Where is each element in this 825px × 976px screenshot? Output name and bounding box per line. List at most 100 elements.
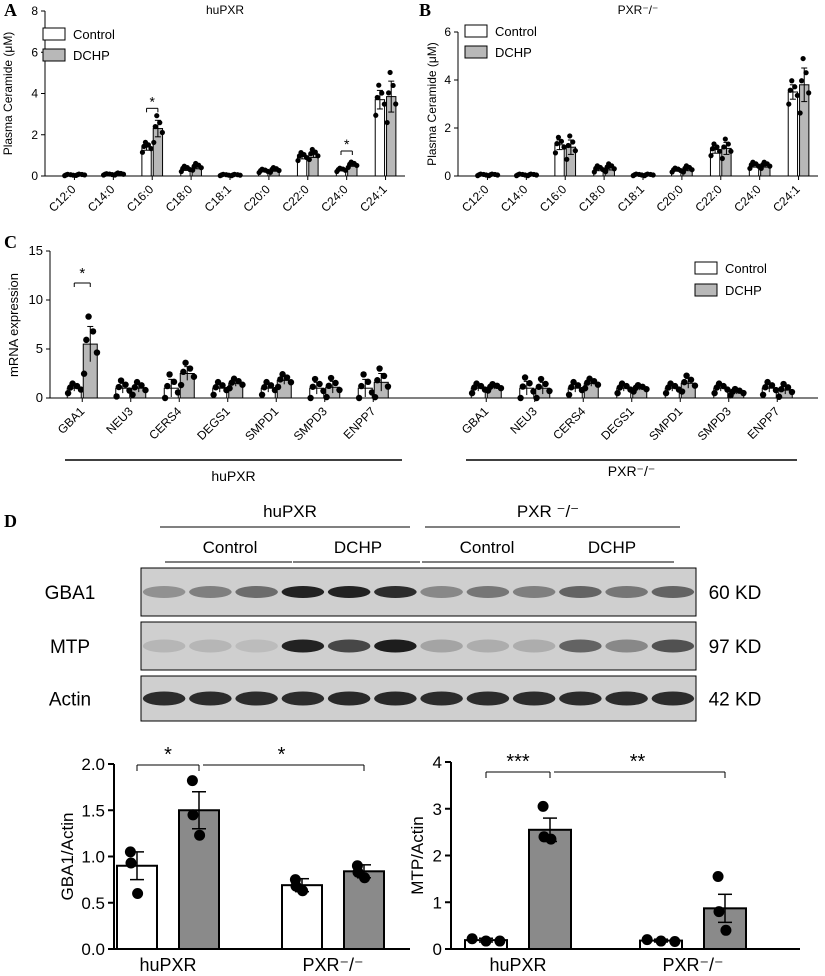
data-point	[683, 372, 690, 379]
data-point	[787, 87, 793, 93]
data-point	[138, 382, 145, 389]
data-point	[320, 387, 327, 395]
panel-c: C 0 5 10 15 mRNA expression GBA1 * NEU3 CERS4 DEGS…	[4, 232, 818, 484]
data-point	[671, 167, 677, 173]
data-point	[712, 871, 724, 883]
data-point	[151, 139, 157, 146]
data-point	[641, 934, 653, 946]
data-point	[308, 151, 314, 157]
blot-band	[235, 691, 278, 706]
legend-swatch	[694, 283, 718, 297]
data-point	[764, 378, 771, 386]
data-point	[643, 385, 650, 393]
blot-group-label: PXR ⁻/⁻	[517, 502, 579, 521]
data-point	[325, 382, 333, 390]
legend-label: DCHP	[725, 283, 762, 298]
blot-band	[559, 691, 602, 706]
bar-control	[374, 99, 386, 177]
data-point	[558, 138, 565, 144]
data-point	[198, 165, 204, 171]
bar-dchp	[528, 828, 572, 950]
data-point	[295, 157, 301, 164]
x-tick-label: C22:0	[279, 182, 312, 215]
group-label: PXR⁻/⁻	[608, 463, 655, 479]
data-point	[214, 378, 222, 386]
x-tick-label: ENPP7	[341, 404, 379, 442]
data-point	[359, 872, 371, 884]
data-point	[719, 155, 725, 162]
blot-band	[466, 639, 510, 653]
data-point	[309, 383, 317, 390]
data-point	[806, 90, 812, 96]
data-point	[681, 378, 688, 386]
data-point	[287, 379, 295, 386]
data-point	[277, 376, 284, 383]
data-point	[309, 146, 315, 153]
y-tick-label: 0	[31, 169, 38, 183]
data-point	[724, 386, 731, 393]
data-point	[159, 129, 165, 136]
data-point	[778, 386, 785, 393]
data-point	[186, 775, 198, 787]
y-tick-label: 1.0	[81, 848, 105, 867]
bar-dchp	[343, 870, 385, 950]
blot-band	[559, 639, 602, 653]
y-tick-label: 2	[31, 128, 38, 142]
data-point	[772, 386, 780, 394]
blot-protein-label: Actin	[49, 690, 91, 711]
data-point	[177, 381, 185, 389]
blot-size-label: 97 KD	[709, 637, 762, 658]
data-point	[797, 110, 803, 116]
data-point	[219, 172, 225, 178]
significance-star: ***	[506, 751, 530, 773]
data-point	[494, 935, 506, 947]
y-tick-label: 4	[444, 73, 451, 87]
data-point	[614, 389, 621, 397]
data-point	[85, 313, 92, 320]
data-point	[533, 394, 540, 402]
data-point	[713, 906, 725, 918]
x-tick-label: C18:1	[615, 182, 648, 215]
data-point	[166, 371, 173, 378]
blot-size-label: 60 KD	[709, 583, 762, 604]
data-point	[129, 391, 136, 398]
x-tick-label: C16:0	[124, 182, 157, 215]
legend-label: Control	[725, 261, 767, 276]
data-point	[565, 142, 571, 149]
x-tick-label: C18:0	[163, 182, 196, 215]
data-point	[471, 384, 478, 391]
x-tick-label: C12:0	[46, 182, 79, 215]
data-point	[786, 101, 792, 107]
data-point	[594, 381, 602, 388]
y-tick-label: 8	[31, 4, 38, 18]
y-axis-label: mRNA expression	[6, 273, 21, 377]
x-tick-label: SMPD1	[242, 404, 281, 443]
data-point	[792, 84, 798, 90]
blot-subgroup-label: Control	[460, 538, 515, 557]
x-tick-label: C22:0	[692, 182, 725, 215]
panel-title: huPXR	[206, 3, 244, 17]
data-point	[545, 833, 557, 845]
data-point	[63, 172, 69, 178]
data-point	[306, 156, 312, 163]
blot-band	[281, 639, 325, 653]
data-point	[311, 375, 319, 383]
x-tick-label: DEGS1	[598, 404, 637, 443]
data-point	[283, 374, 291, 381]
x-tick-label: C24:1	[357, 182, 390, 215]
data-point	[468, 389, 476, 397]
blot-group-label: huPXR	[263, 502, 317, 521]
x-group-label: huPXR	[139, 955, 196, 975]
data-point	[274, 383, 282, 391]
y-tick-label: 1.5	[81, 801, 105, 820]
data-point	[117, 377, 125, 384]
data-point	[689, 167, 695, 173]
data-point	[191, 163, 197, 169]
data-point	[374, 94, 380, 101]
x-tick-label: ENPP7	[745, 404, 783, 442]
data-point	[113, 171, 119, 177]
x-tick-label: C18:1	[202, 182, 235, 215]
data-point	[374, 377, 381, 384]
x-tick-label: C24:0	[318, 182, 351, 215]
